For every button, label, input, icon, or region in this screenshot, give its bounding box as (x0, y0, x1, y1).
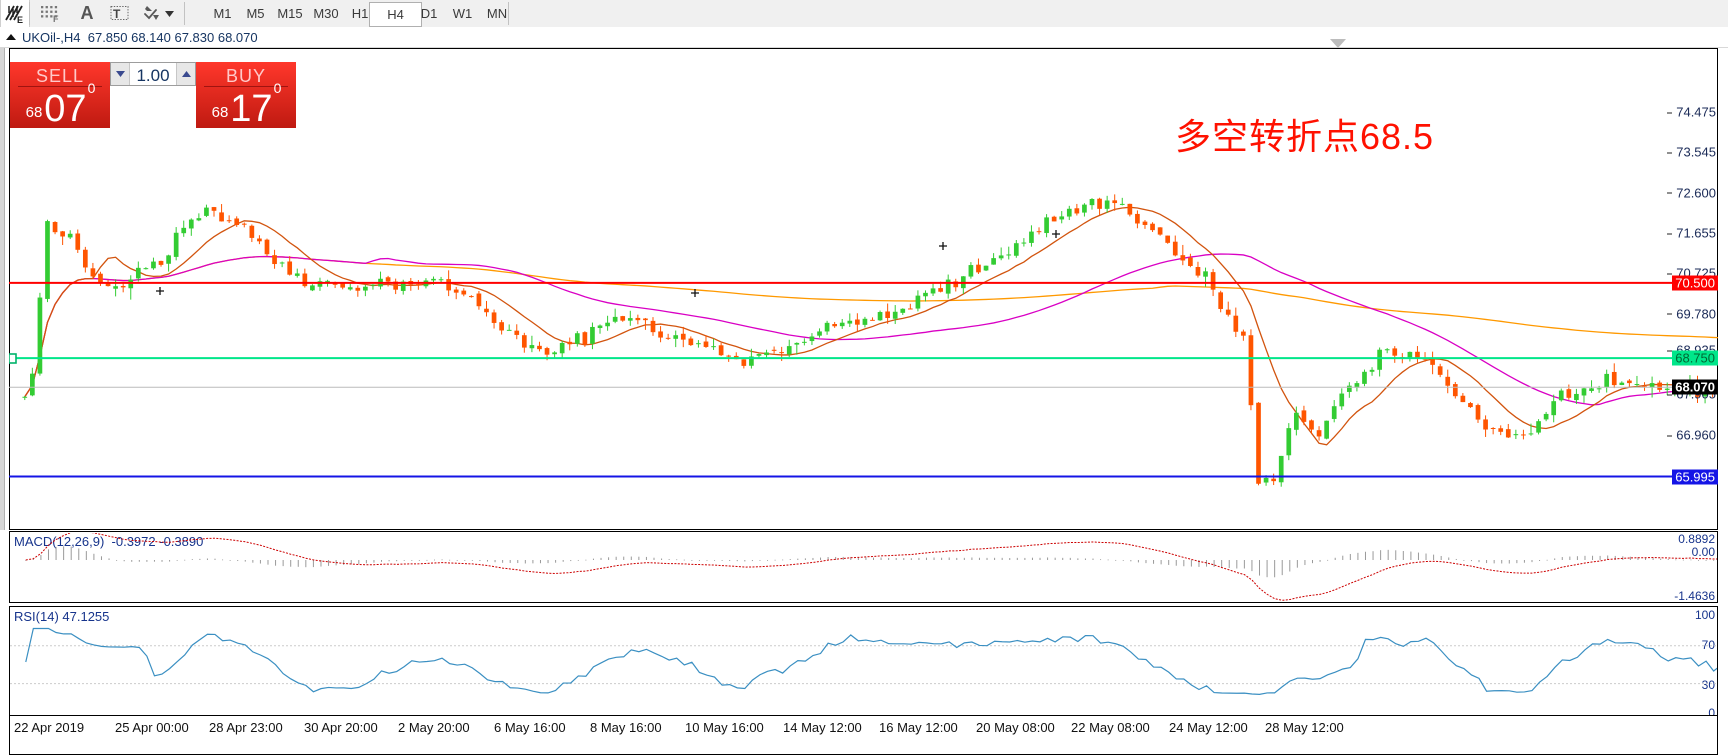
svg-text:F: F (53, 14, 59, 22)
svg-text:E: E (17, 15, 23, 23)
svg-text:T: T (113, 7, 121, 21)
